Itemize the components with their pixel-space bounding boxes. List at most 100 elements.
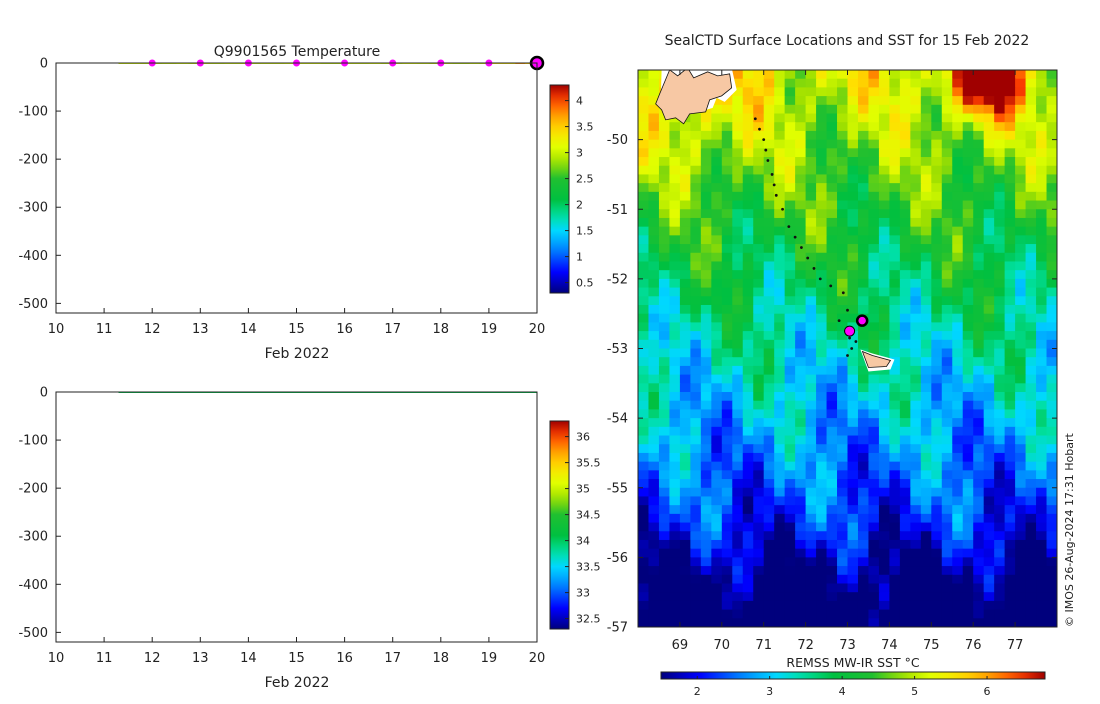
sst-cell (920, 487, 932, 498)
sst-cell (1015, 452, 1027, 463)
sst-cell (648, 165, 660, 176)
sst-cell (795, 566, 807, 576)
sst-cell (837, 566, 849, 576)
sst-cell (732, 505, 744, 515)
sst-cell (952, 548, 964, 558)
sst-cell (1004, 322, 1016, 332)
sst-cell (638, 339, 650, 350)
sst-cell (847, 487, 859, 498)
sst-cell (805, 78, 817, 89)
sst-cell (857, 539, 870, 550)
sst-cell (1025, 583, 1037, 593)
sst-cell (1025, 165, 1037, 176)
sst-cell (941, 592, 953, 602)
sst-cell (679, 252, 691, 263)
sst-cell (837, 87, 849, 97)
sst-cell (669, 157, 681, 167)
sst-cell (910, 287, 922, 297)
sst-cell (700, 261, 712, 271)
sst-cell (962, 148, 974, 158)
sst-cell (816, 130, 828, 141)
sst-cell (711, 357, 723, 367)
sst-cell (941, 461, 953, 471)
sst-cell (638, 200, 650, 210)
sst-cell (994, 148, 1006, 158)
sst-cell (857, 557, 870, 567)
sst-cell (1015, 113, 1027, 123)
sst-cell (878, 583, 890, 593)
sst-cell (941, 470, 953, 480)
sst-cell (732, 444, 744, 454)
sst-cell (679, 522, 691, 532)
sst-cell (920, 365, 932, 376)
sst-cell (910, 104, 922, 115)
sst-cell (669, 252, 681, 263)
sst-cell (868, 426, 880, 437)
track-point (774, 193, 778, 197)
sst-cell (952, 435, 964, 445)
sst-cell (795, 278, 807, 289)
sst-cell (889, 392, 901, 402)
sst-cell (1004, 600, 1016, 611)
sst-cell (973, 87, 985, 97)
sst-cell (837, 479, 849, 489)
sst-cell (711, 122, 723, 132)
sst-cell (994, 261, 1006, 271)
sst-cell (847, 513, 859, 524)
sst-cell (679, 452, 691, 463)
sst-cell (679, 261, 691, 271)
sst-cell (857, 104, 870, 115)
sst-cell (889, 261, 901, 271)
sst-cell (753, 70, 765, 80)
sst-cell (784, 270, 796, 280)
sst-cell (700, 600, 712, 611)
sst-cell (732, 331, 744, 341)
sst-cell (711, 217, 723, 228)
sst-cell (826, 470, 838, 480)
sst-cell (899, 557, 911, 567)
sst-cell (1036, 522, 1048, 532)
sst-cell (973, 409, 985, 419)
sst-cell (826, 400, 838, 411)
sst-cell (721, 365, 733, 376)
sst-cell (711, 531, 723, 541)
y-tick-label: 0 (40, 57, 48, 72)
sst-cell (910, 174, 922, 184)
sst-cell (711, 96, 723, 106)
sst-cell (763, 583, 775, 593)
sst-cell (1025, 461, 1037, 471)
sst-cell (763, 122, 775, 132)
sst-cell (1025, 96, 1037, 106)
map-y-tick-label: -55 (607, 481, 628, 496)
sst-cell (994, 165, 1006, 176)
sst-cell (816, 322, 828, 332)
sst-cell (889, 209, 901, 219)
sst-cell (690, 226, 702, 236)
track-point (846, 308, 849, 312)
sst-cell (805, 522, 817, 532)
sst-cell (658, 470, 671, 480)
sst-cell (679, 270, 691, 280)
sst-cell (1025, 217, 1037, 228)
sst-cell (700, 374, 712, 384)
sst-cell (1004, 287, 1016, 297)
sst-cell (648, 496, 660, 506)
sst-cell (931, 287, 943, 297)
sst-cell (837, 365, 849, 376)
sst-cell (962, 130, 974, 141)
sst-cell (994, 452, 1006, 463)
sst-cell (889, 304, 901, 315)
sst-cell (753, 609, 765, 619)
salinity-panel: 10 11 12 13 14 15 16 17 18 19 20 0-100-200-300-400… (18, 386, 600, 692)
sst-cell (878, 461, 890, 471)
sst-cell (868, 104, 880, 115)
sst-cell (1015, 609, 1027, 619)
sst-cell (774, 70, 786, 80)
sst-cell (658, 331, 671, 341)
sst-cell (837, 96, 849, 106)
sst-cell (721, 96, 733, 106)
sst-cell (837, 496, 849, 506)
sst-cell (1015, 244, 1027, 254)
sst-cell (700, 479, 712, 489)
